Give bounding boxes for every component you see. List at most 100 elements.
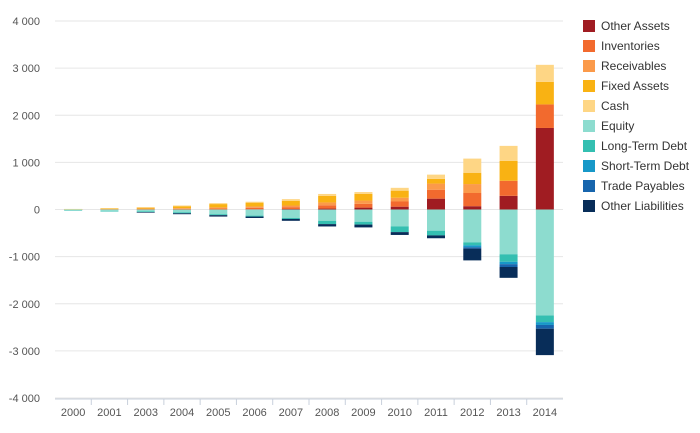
bar-segment[interactable]: [535, 127, 554, 210]
bar-segment[interactable]: [535, 315, 554, 323]
bar-segment[interactable]: [463, 245, 482, 248]
bar-segment[interactable]: [535, 324, 554, 329]
bar-segment[interactable]: [427, 178, 445, 184]
legend-item[interactable]: Trade Payables: [583, 176, 689, 196]
bar-segment[interactable]: [354, 209, 373, 222]
bar-segment[interactable]: [499, 209, 518, 255]
legend-item[interactable]: Fixed Assets: [583, 76, 689, 96]
bar-segment[interactable]: [499, 160, 518, 181]
legend-item[interactable]: Cash: [583, 96, 689, 116]
bar-segment[interactable]: [281, 200, 300, 206]
bar-segment[interactable]: [390, 209, 409, 227]
bar-segment[interactable]: [427, 183, 445, 190]
bar-segment[interactable]: [535, 64, 554, 82]
bar-segment[interactable]: [136, 209, 155, 210]
bar-segment[interactable]: [245, 209, 264, 216]
bar-segment[interactable]: [390, 190, 409, 198]
bar-segment[interactable]: [209, 209, 228, 215]
bar-segment[interactable]: [173, 208, 191, 209]
bar-segment[interactable]: [173, 213, 191, 215]
bar-segment[interactable]: [209, 214, 228, 216]
bar-segment[interactable]: [390, 226, 409, 233]
bar-segment[interactable]: [245, 201, 264, 203]
bar-segment[interactable]: [390, 187, 409, 191]
legend-item[interactable]: Other Liabilities: [583, 196, 689, 216]
bar-segment[interactable]: [427, 230, 445, 236]
bar-segment[interactable]: [173, 206, 191, 209]
bar-segment[interactable]: [281, 199, 300, 201]
bar-segment[interactable]: [390, 232, 409, 235]
bar-segment[interactable]: [281, 209, 300, 210]
legend-item[interactable]: Receivables: [583, 56, 689, 76]
bar-segment[interactable]: [209, 215, 228, 217]
bar-segment[interactable]: [64, 209, 83, 211]
bar-segment[interactable]: [499, 180, 518, 196]
bar-segment[interactable]: [100, 208, 119, 209]
bar-segment[interactable]: [318, 202, 337, 206]
bar-segment[interactable]: [318, 205, 337, 209]
bar-segment[interactable]: [173, 208, 191, 210]
bar-segment[interactable]: [100, 208, 119, 210]
bar-segment[interactable]: [463, 209, 482, 243]
bar-segment[interactable]: [499, 254, 518, 262]
bar-segment[interactable]: [463, 248, 482, 261]
bar-segment[interactable]: [318, 220, 337, 225]
legend-item[interactable]: Other Assets: [583, 16, 689, 36]
bar-segment[interactable]: [318, 209, 337, 221]
bar-segment[interactable]: [281, 209, 300, 218]
bar-segment[interactable]: [318, 208, 337, 210]
bar-segment[interactable]: [136, 207, 155, 209]
bar-segment[interactable]: [390, 201, 409, 207]
bar-segment[interactable]: [354, 193, 373, 201]
bar-segment[interactable]: [463, 184, 482, 194]
bar-segment[interactable]: [390, 206, 409, 210]
bar-segment[interactable]: [499, 261, 518, 265]
bar-segment[interactable]: [427, 198, 445, 210]
bar-segment[interactable]: [281, 207, 300, 210]
bar-segment[interactable]: [245, 207, 264, 210]
bar-segment[interactable]: [100, 210, 119, 212]
bar-segment[interactable]: [209, 204, 228, 208]
bar-segment[interactable]: [173, 209, 191, 213]
bar-segment[interactable]: [281, 217, 300, 219]
legend-item[interactable]: Short-Term Debt: [583, 156, 689, 176]
bar-segment[interactable]: [463, 206, 482, 210]
bar-segment[interactable]: [427, 174, 445, 179]
bar-segment[interactable]: [354, 221, 373, 225]
bar-segment[interactable]: [535, 328, 554, 356]
bar-segment[interactable]: [354, 203, 373, 208]
bar-segment[interactable]: [245, 215, 264, 217]
bar-segment[interactable]: [64, 208, 83, 210]
bar-segment[interactable]: [499, 266, 518, 278]
bar-segment[interactable]: [209, 208, 228, 210]
bar-segment[interactable]: [463, 242, 482, 246]
bar-segment[interactable]: [245, 216, 264, 218]
bar-segment[interactable]: [354, 200, 373, 204]
bar-segment[interactable]: [354, 207, 373, 210]
legend-item[interactable]: Long-Term Debt: [583, 136, 689, 156]
bar-segment[interactable]: [535, 81, 554, 105]
bar-segment[interactable]: [499, 145, 518, 161]
bar-segment[interactable]: [64, 209, 83, 211]
bar-segment[interactable]: [136, 208, 155, 210]
bar-segment[interactable]: [136, 212, 155, 213]
bar-segment[interactable]: [318, 193, 337, 196]
bar-segment[interactable]: [535, 322, 554, 325]
bar-segment[interactable]: [427, 189, 445, 199]
bar-segment[interactable]: [173, 212, 191, 214]
bar-segment[interactable]: [427, 209, 445, 231]
bar-segment[interactable]: [390, 197, 409, 202]
bar-segment[interactable]: [354, 192, 373, 194]
bar-segment[interactable]: [463, 193, 482, 207]
bar-segment[interactable]: [535, 104, 554, 128]
bar-segment[interactable]: [427, 235, 445, 239]
legend-item[interactable]: Equity: [583, 116, 689, 136]
bar-segment[interactable]: [209, 203, 228, 205]
bar-segment[interactable]: [100, 209, 119, 211]
bar-segment[interactable]: [318, 224, 337, 227]
legend-item[interactable]: Inventories: [583, 36, 689, 56]
bar-segment[interactable]: [245, 202, 264, 207]
bar-segment[interactable]: [281, 205, 300, 208]
bar-segment[interactable]: [499, 195, 518, 210]
bar-segment[interactable]: [281, 218, 300, 221]
